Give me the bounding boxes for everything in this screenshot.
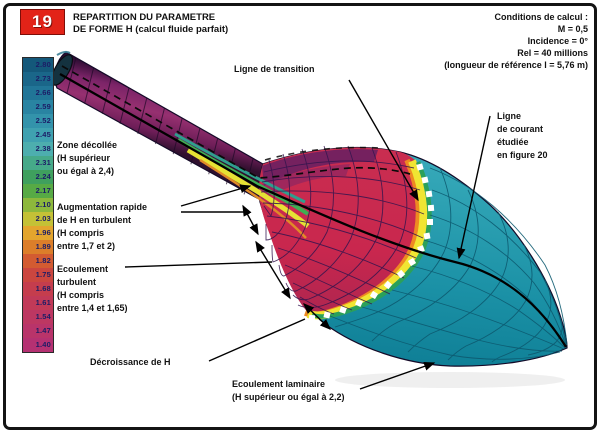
colorbar-entry: 1.82 [23,254,53,268]
colorbar-entry: 2.59 [23,100,53,114]
colorbar-entry: 1.61 [23,296,53,310]
arrow-augmentation-1 [180,184,252,207]
augmentation-line2: de H en turbulent [57,215,131,225]
colorbar-entry: 1.47 [23,324,53,338]
colorbar-entry: 2.66 [23,86,53,100]
colorbar-value: 2.03 [35,214,51,223]
colorbar-entry: 2.17 [23,184,53,198]
zone-decollee-line2: (H supérieur [57,153,111,163]
turbulent-line1: Ecoulement [57,264,109,274]
colorbar-value: 1.54 [35,312,51,321]
colorbar-value: 2.52 [35,116,51,125]
colorbar-value: 2.45 [35,130,51,139]
colorbar-value: 2.73 [35,74,51,83]
turbulent-line4: entre 1,4 et 1,65) [57,303,128,313]
laminaire-line2: (H supérieur ou égal à 2,2) [232,392,345,402]
colorbar-value: 2.59 [35,102,51,111]
label-ecoulement-laminaire: Ecoulement laminaire (H supérieur ou éga… [232,378,345,404]
colorbar-entry: 2.45 [23,128,53,142]
colorbar-entry: 2.38 [23,142,53,156]
colorbar-value: 1.96 [35,228,51,237]
colorbar-entry: 1.40 [23,338,53,352]
augmentation-line1: Augmentation rapide [57,202,148,212]
colorbar-value: 2.10 [35,200,51,209]
zone-decollee-line3: ou égal à 2,4) [57,166,115,176]
colorbar-entry: 2.52 [23,114,53,128]
label-ecoulement-turbulent: Ecoulement turbulent (H compris entre 1,… [57,263,128,315]
arrow-laminaire [359,362,436,390]
ligne-courant-line4: en figure 20 [497,150,548,160]
figure-number-badge: 19 [20,9,65,35]
colorbar-value: 2.80 [35,60,51,69]
turbulent-line2: turbulent [57,277,96,287]
figure-title: REPARTITION DU PARAMETRE DE FORME H (cal… [73,12,228,36]
figure-border [3,3,597,430]
colorbar-value: 1.61 [35,298,51,307]
colorbar-entry: 1.68 [23,282,53,296]
arrow-streamline [456,115,491,260]
colorbar-entry: 2.10 [23,198,53,212]
label-ligne-courant: Ligne de courant étudiée en figure 20 [497,110,548,162]
colorbar-value: 1.68 [35,284,51,293]
colorbar-value: 2.31 [35,158,51,167]
colorbar-entry: 2.31 [23,156,53,170]
upper-purple-shading [262,149,378,186]
colorbar-entry: 2.24 [23,170,53,184]
conditions-incidence: Incidence = 0° [527,36,588,46]
colorbar-entry: 1.96 [23,226,53,240]
colorbar-value: 1.40 [35,340,51,349]
conditions-reynolds: Rel = 40 millions [517,48,588,58]
augmentation-line3: (H compris [57,228,105,238]
colorbar-value: 1.75 [35,270,51,279]
label-augmentation: Augmentation rapide de H en turbulent (H… [57,201,147,253]
conditions-ref-length: (longueur de référence l = 5,76 m) [444,60,588,70]
calculation-conditions: Conditions de calcul : M = 0,5 Incidence… [444,11,588,71]
colorbar-entry: 2.73 [23,72,53,86]
title-line1: REPARTITION DU PARAMETRE [73,12,216,23]
arrow-decroissance [208,318,306,362]
conditions-header: Conditions de calcul : [494,12,588,22]
colorbar-value: 2.24 [35,172,51,181]
colorbar-value: 2.66 [35,88,51,97]
conditions-mach: M = 0,5 [557,24,588,34]
title-line2: DE FORME H (calcul fluide parfait) [73,24,229,35]
colorbar-entry: 1.75 [23,268,53,282]
label-ligne-transition: Ligne de transition [234,64,315,74]
turbulent-line3: (H compris [57,290,105,300]
colorbar-entry: 1.89 [23,240,53,254]
colorbar-entry: 2.80 [23,58,53,72]
arrow-transition [348,79,419,202]
colorbar-value: 1.82 [35,256,51,265]
double-arrow-decroissance [302,303,332,330]
colorbar-value: 2.17 [35,186,51,195]
augmentation-line4: entre 1,7 et 2) [57,241,116,251]
colorbar-entry: 1.54 [23,310,53,324]
double-arrow-turbulent [255,240,291,300]
colorbar: 2.80 2.73 2.66 2.59 2.52 2.45 2.38 2.31 … [22,57,54,353]
ligne-courant-line3: étudiée [497,137,529,147]
ligne-courant-line1: Ligne [497,111,521,121]
colorbar-entry: 2.03 [23,212,53,226]
annotation-arrows [124,79,491,390]
ligne-courant-line2: de courant [497,124,544,134]
zone-decollee-line1: Zone décollée [57,140,118,150]
laminar-mesh [329,167,568,363]
arrow-turbulent [124,261,273,268]
laminaire-line1: Ecoulement laminaire [232,379,326,389]
colorbar-value: 1.89 [35,242,51,251]
turbulent-region [259,147,429,317]
dashed-line [61,65,411,179]
colorbar-value: 1.47 [35,326,51,335]
colorbar-value: 2.38 [35,144,51,153]
body-shadow [335,372,565,388]
streamline [59,73,567,348]
upper-purple-shading2 [258,164,350,200]
label-zone-decollee: Zone décollée (H supérieur ou égal à 2,4… [57,139,117,178]
double-arrow-augmentation [242,204,259,236]
label-decroissance: Décroissance de H [90,357,171,367]
